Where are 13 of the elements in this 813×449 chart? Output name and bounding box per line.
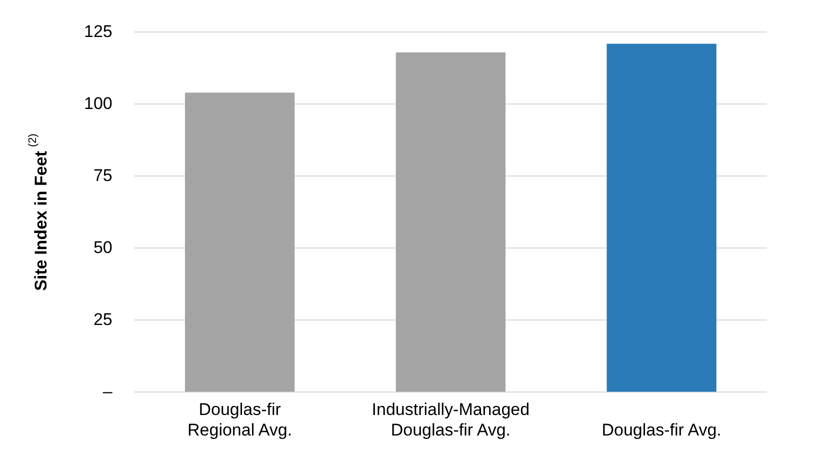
y-axis-title: Site Index in Feet (2)	[27, 134, 51, 291]
y-tick-label: 50	[93, 238, 112, 257]
y-tick-label: 75	[93, 166, 112, 185]
bar	[396, 52, 506, 392]
y-tick-label: 100	[84, 94, 112, 113]
y-tick-label: 25	[93, 310, 112, 329]
y-tick-label: –	[102, 382, 113, 401]
y-tick-label: 125	[84, 22, 112, 41]
x-tick-label: Douglas-fir Regional Avg.	[188, 400, 292, 440]
bar	[184, 92, 295, 392]
x-tick-label: Douglas-fir Avg.	[602, 420, 722, 440]
bar	[606, 44, 716, 392]
x-tick-label: Industrially-Managed Douglas-fir Avg.	[372, 400, 530, 440]
